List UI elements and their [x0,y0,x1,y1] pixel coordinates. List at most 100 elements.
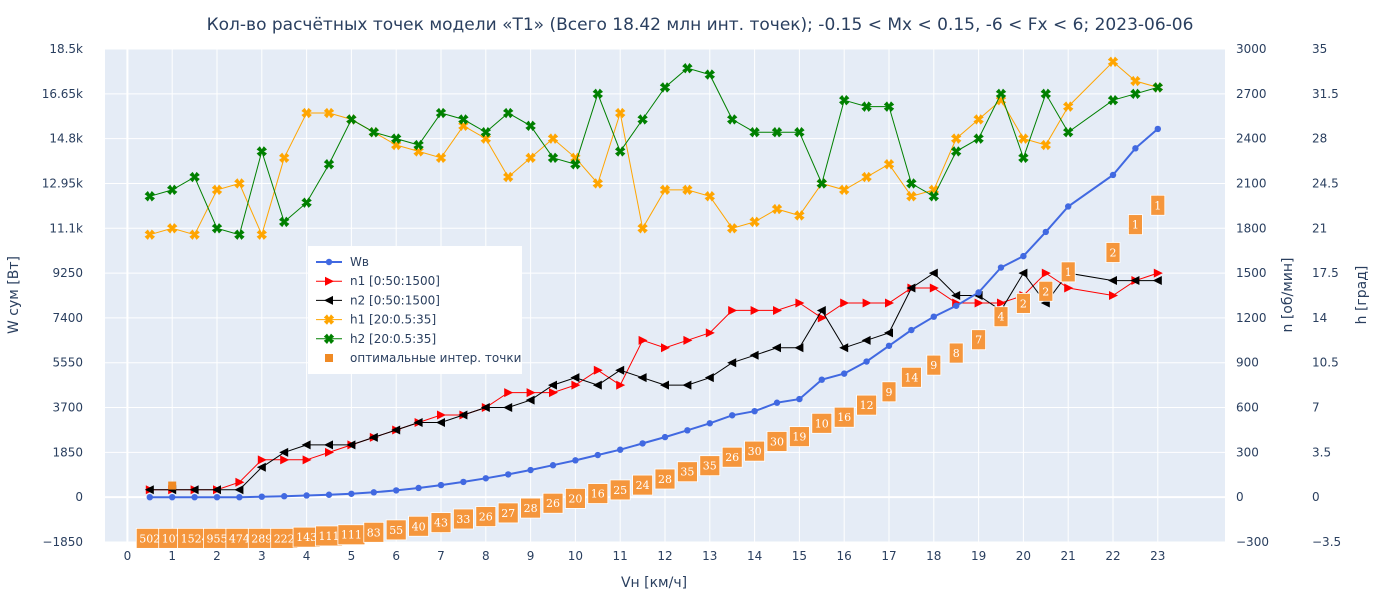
x-axis-ticks: 0 1 2 3 4 5 6 7 8 9 10 11 12 13 14 15 16 17 18 19 20 21 22 23 [124,549,1166,563]
count-box: 35 [699,455,721,477]
h-point [167,184,178,196]
y3-tick-label: 17.5 [1312,266,1339,280]
count-box: 26 [721,446,743,468]
h-point [749,216,760,228]
h-point [391,133,402,144]
h-point [682,184,693,196]
wv-point [1042,228,1050,236]
wv-point [191,493,198,501]
count-box-bg [654,468,676,490]
x-tick-label: 15 [792,549,807,563]
x-tick-label: 12 [657,549,672,563]
n1-point [280,455,290,465]
h-point [659,184,671,196]
count-box-label: 7 [975,334,982,347]
h-point [861,101,872,112]
n2-point [548,380,557,390]
count-box: 30 [766,431,788,452]
count-box-bg [587,483,609,504]
wv-point [796,395,803,403]
y2-tick-label: −300 [1236,535,1269,549]
count-box-bg [766,431,788,452]
n2-point [727,358,737,368]
h-point [1107,95,1119,106]
count-box-label: 474 [229,532,250,545]
h-point [995,88,1007,100]
h-point [525,120,536,132]
count-box-label: 955 [207,532,228,545]
legend: Wв n1 [0:50:1500] n2 [0:50:1500] h1 [20:0.5… [308,246,522,374]
h-point [794,127,805,138]
h-point [547,152,559,164]
count-box: 33 [452,508,474,530]
count-box-bg [744,440,765,462]
y-axis-ticks: −1850 0 1850 3700 5550 7400 9250 11.1k 12.95k 14.… [42,42,83,549]
h-point [256,229,267,240]
count-box-label: 28 [524,502,538,515]
h-point [1063,127,1074,138]
wv-point [908,326,915,334]
n2-point [749,350,759,360]
count-box-label: 111 [341,529,362,542]
y-tick-label: 16.65k [42,87,83,101]
n1-point [302,455,312,465]
h-point [1040,139,1051,151]
y-tick-label: 7400 [52,311,83,325]
count-box: 16 [833,406,855,428]
legend-label: Wв [350,255,369,269]
y2-tick-label: 2700 [1236,87,1267,101]
h-point [1018,152,1029,164]
count-box: 25 [609,479,631,501]
count-box-bg [948,342,964,364]
n2-point [682,380,692,390]
count-box: 12 [856,394,877,416]
x-tick-label: 5 [348,549,356,563]
h-point [323,314,335,325]
wv-point [773,399,781,406]
count-box: 14 [901,366,922,388]
count-box-label: 4 [998,311,1005,324]
count-box-bg [452,508,474,530]
y2-tick-label: 1200 [1236,311,1267,325]
count-box-label: 83 [367,526,381,539]
wv-point [617,446,624,453]
n2-point [368,432,378,442]
n1-point [325,276,334,286]
wv-point [1109,171,1117,179]
legend-item: h1 [20:0.5:35] [316,313,436,327]
count-box-bg [971,329,986,351]
y2-tick-label: 2100 [1236,176,1267,190]
n1-point [1041,268,1051,278]
wv-point [213,493,221,501]
n1-point [997,298,1006,308]
wv-point [505,471,512,478]
x-tick-label: 19 [971,549,986,563]
x-tick-label: 8 [482,549,490,563]
x-tick-label: 16 [837,549,852,563]
h-point [637,223,648,234]
count-box: 28 [520,497,541,519]
count-box-bg [677,461,698,483]
h-point [861,171,872,183]
h-point [435,152,447,164]
count-box: 955 [203,527,231,549]
count-box-bg [475,506,497,527]
y-tick-label: 1850 [52,445,83,459]
h-point [570,159,581,170]
h-point [1018,133,1029,144]
n1-point [817,313,827,323]
count-box: 474 [225,527,254,549]
count-box: 26 [542,492,564,514]
count-box: 19 [789,426,810,448]
x-tick-label: 0 [124,549,132,563]
n2-point [144,485,154,495]
count-box-bg [1060,261,1076,283]
count-box: 9 [881,381,897,403]
wv-point [146,493,153,501]
count-box: 30 [744,440,765,462]
h-point [1063,101,1074,112]
legend-item: n2 [0:50:1500] [316,293,440,307]
n2-point [1018,268,1028,278]
count-box-bg [430,512,452,534]
n1-point [1109,291,1118,300]
